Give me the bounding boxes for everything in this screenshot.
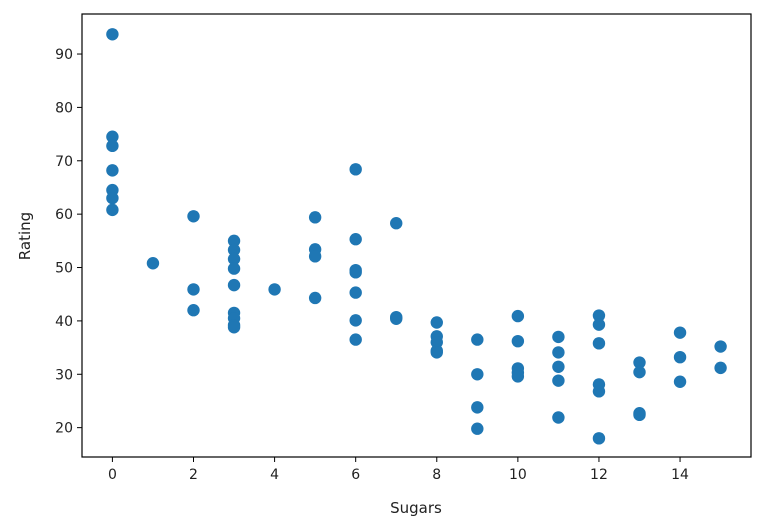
y-tick-label: 30 <box>55 367 73 383</box>
y-tick-label: 70 <box>55 154 73 170</box>
data-point <box>714 361 727 375</box>
data-point <box>552 346 565 359</box>
data-point <box>349 314 362 327</box>
data-point <box>227 243 241 257</box>
x-axis: 0 2 4 6 8 10 12 14 <box>108 457 689 483</box>
data-point <box>187 304 200 317</box>
data-point <box>187 210 200 223</box>
data-point <box>430 336 443 349</box>
data-point <box>349 333 362 346</box>
data-point <box>471 368 484 381</box>
data-point <box>308 250 322 263</box>
x-tick-label: 8 <box>432 467 441 483</box>
data-point <box>552 360 565 373</box>
data-point <box>106 203 119 217</box>
data-point <box>106 28 119 41</box>
x-tick-label: 0 <box>108 467 117 483</box>
data-point <box>592 432 606 445</box>
data-point <box>552 411 565 424</box>
data-point <box>430 346 443 359</box>
data-point <box>633 365 646 379</box>
data-point <box>592 318 606 331</box>
data-point <box>673 350 687 364</box>
y-tick-label: 40 <box>55 314 73 330</box>
data-point <box>308 291 322 305</box>
data-point <box>430 316 443 329</box>
data-point <box>552 374 565 387</box>
data-point <box>552 330 565 344</box>
data-point <box>633 408 646 422</box>
data-point <box>390 217 403 230</box>
data-point <box>227 278 241 292</box>
x-axis-label: Sugars <box>390 499 442 517</box>
data-point <box>227 252 241 266</box>
x-tick-label: 12 <box>590 467 608 483</box>
data-points <box>106 28 727 445</box>
x-tick-label: 2 <box>189 467 198 483</box>
data-point <box>673 375 687 388</box>
data-point <box>471 333 484 346</box>
x-tick-label: 10 <box>509 467 527 483</box>
data-point <box>633 356 646 369</box>
plot-area <box>81 13 752 458</box>
y-tick-label: 20 <box>55 421 73 437</box>
data-point <box>227 321 241 334</box>
data-point <box>227 262 241 275</box>
x-tick-label: 6 <box>351 467 360 483</box>
data-point <box>349 266 362 279</box>
data-point <box>592 309 606 322</box>
x-tick-label: 4 <box>270 467 279 483</box>
data-point <box>511 334 525 348</box>
y-tick-label: 50 <box>55 261 73 277</box>
y-tick-label: 80 <box>55 100 73 116</box>
data-point <box>349 286 362 299</box>
y-axis: 20 30 40 50 60 70 80 90 <box>55 47 82 437</box>
data-point <box>146 257 160 270</box>
y-axis-label: Rating <box>16 212 34 260</box>
data-point <box>349 233 362 246</box>
data-point <box>106 191 119 205</box>
x-tick-label: 14 <box>671 467 689 483</box>
data-point <box>308 211 322 224</box>
data-point <box>349 163 362 176</box>
data-point <box>592 337 606 350</box>
data-point <box>511 370 525 383</box>
data-point <box>106 130 119 143</box>
data-point <box>187 283 200 296</box>
data-point <box>714 340 727 353</box>
data-point <box>227 234 241 248</box>
data-point <box>471 422 484 435</box>
data-point <box>390 312 403 325</box>
data-point <box>471 401 484 414</box>
y-tick-label: 60 <box>55 207 73 223</box>
data-point <box>673 326 687 339</box>
data-point <box>511 309 525 323</box>
data-point <box>592 385 606 398</box>
data-point <box>106 164 119 177</box>
y-tick-label: 90 <box>55 47 73 63</box>
data-point <box>268 283 281 296</box>
data-point <box>106 139 119 153</box>
